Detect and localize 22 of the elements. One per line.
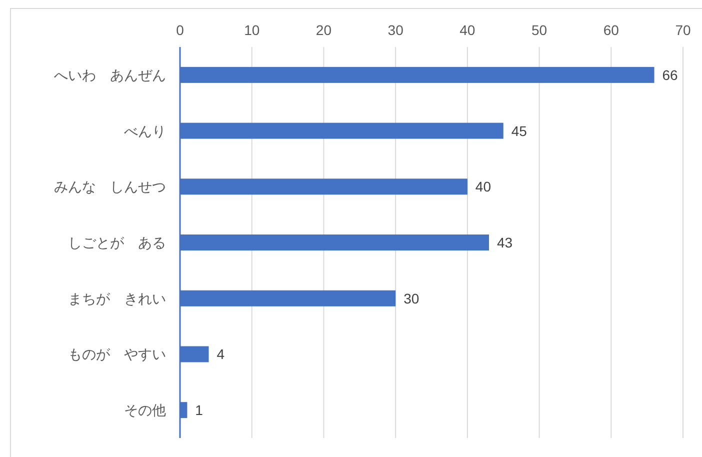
y-tick-label: まちが きれい: [68, 290, 166, 306]
data-label: 40: [475, 178, 492, 195]
data-label: 43: [496, 234, 513, 250]
y-tick-label: みんな しんせつ: [54, 178, 166, 195]
x-tick-label: 0: [176, 22, 184, 38]
y-tick-label: しごとが ある: [68, 234, 166, 250]
y-tick-label: べんり: [124, 122, 166, 139]
data-label: 45: [511, 122, 528, 139]
y-tick-label: その他: [124, 402, 166, 418]
data-label: 4: [216, 346, 225, 362]
x-tick-label: 20: [316, 22, 332, 38]
data-label: 1: [195, 402, 204, 418]
y-tick-label: ものが やすい: [68, 346, 166, 362]
x-tick-label: 70: [675, 22, 691, 38]
data-label: 66: [662, 66, 678, 83]
x-tick-label: 10: [244, 22, 260, 38]
y-tick-label: へいわ あんぜん: [54, 66, 166, 83]
x-tick-label: 50: [531, 22, 548, 38]
x-tick-label: 40: [460, 22, 476, 38]
x-tick-label: 30: [388, 22, 404, 38]
data-label: 30: [404, 290, 420, 306]
x-tick-label: 60: [603, 22, 620, 38]
